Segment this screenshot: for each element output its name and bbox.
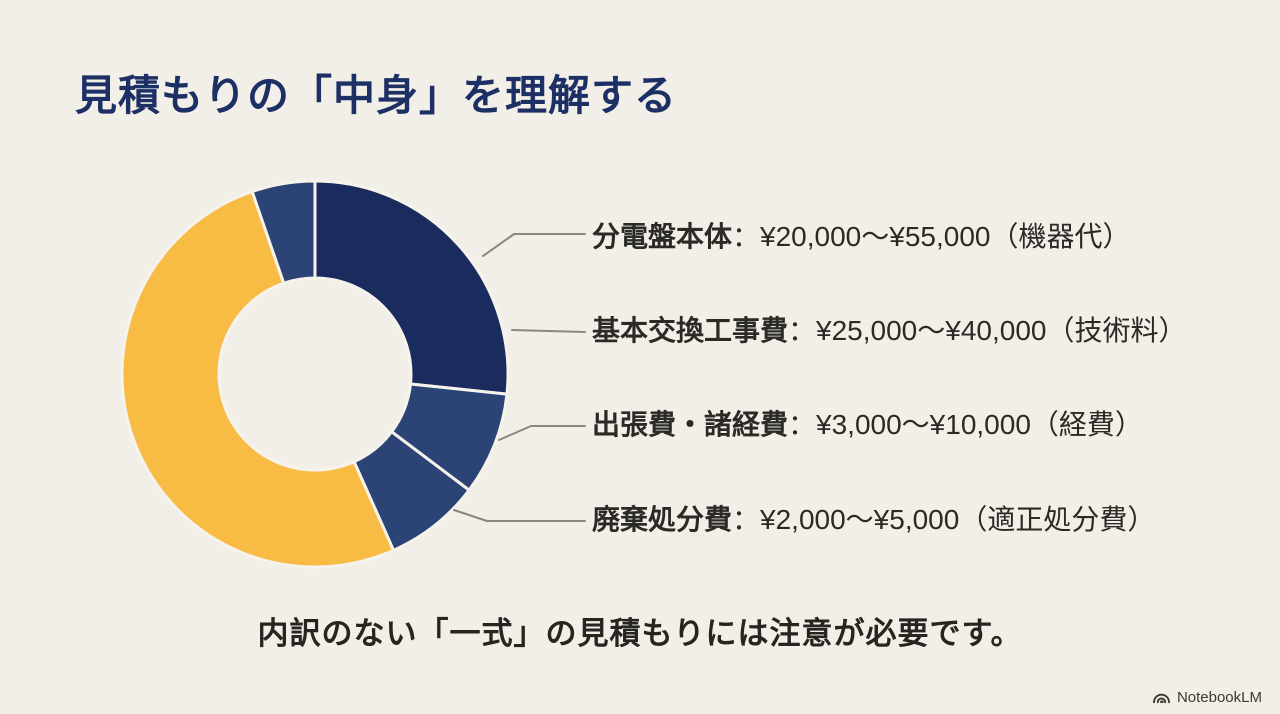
item-price: ¥2,000〜¥5,000	[760, 504, 960, 535]
donut-segment	[313, 179, 510, 396]
notebooklm-logo-icon	[1153, 693, 1170, 704]
item-note: （適正処分費）	[959, 504, 1156, 535]
chart-label-item: 分電盤本体：¥20,000〜¥55,000（機器代）	[592, 217, 1130, 257]
item-name: 分電盤本体	[592, 221, 733, 252]
item-price: ¥3,000〜¥10,000	[816, 409, 1031, 440]
chart-label-item: 廃棄処分費：¥2,000〜¥5,000（適正処分費）	[592, 500, 1155, 540]
item-colon: ：	[732, 504, 761, 535]
donut-segment	[250, 179, 317, 285]
notebooklm-watermark: NotebookLM	[1152, 689, 1262, 706]
leader-line	[498, 425, 586, 441]
chart-label-item: 出張費・諸経費：¥3,000〜¥10,000（経費）	[592, 405, 1143, 445]
item-price: ¥25,000〜¥40,000	[816, 315, 1047, 346]
donut-segment	[120, 190, 395, 569]
item-name: 基本交換工事費	[592, 315, 789, 346]
footer-note: 内訳のない「一式」の見積もりには注意が必要です。	[257, 616, 1023, 651]
leader-line	[453, 509, 586, 522]
leader-lines	[453, 233, 586, 522]
item-colon: ：	[788, 409, 817, 440]
donut-segments	[120, 179, 510, 569]
item-colon: ：	[788, 315, 817, 346]
item-name: 出張費・諸経費	[592, 409, 789, 440]
item-note: （技術料）	[1046, 315, 1187, 346]
item-name: 廃棄処分費	[592, 504, 733, 535]
item-colon: ：	[732, 221, 761, 252]
watermark-text: NotebookLM	[1176, 689, 1262, 706]
leader-line	[511, 329, 586, 333]
chart-label-item: 基本交換工事費：¥25,000〜¥40,000（技術料）	[592, 311, 1186, 351]
item-note: （経費）	[1030, 409, 1143, 440]
item-note: （機器代）	[990, 221, 1131, 252]
leader-line	[482, 233, 586, 257]
page-title: 見積もりの「中身」を理解する	[75, 72, 678, 119]
item-price: ¥20,000〜¥55,000	[760, 221, 991, 252]
